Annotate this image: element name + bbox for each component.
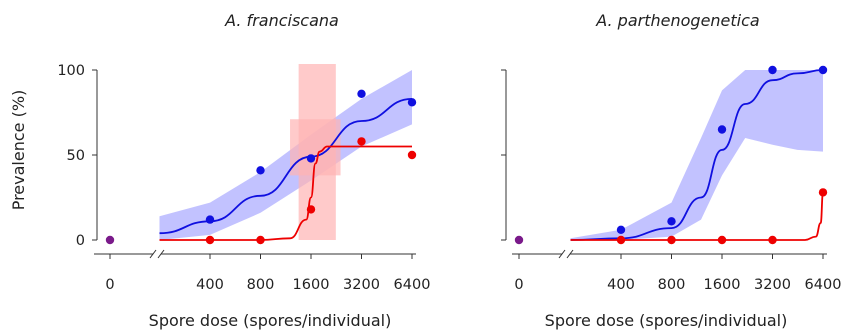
blue-data-point xyxy=(616,225,626,234)
x-tick-label: 800 xyxy=(247,277,275,293)
axis-break-mark xyxy=(149,249,157,259)
blue-data-point xyxy=(256,166,265,175)
axis-break-mark xyxy=(157,249,165,259)
x-tick-label: 6400 xyxy=(805,277,842,293)
x-axis-label: Spore dose (spores/individual) xyxy=(545,311,788,330)
red-data-point xyxy=(357,137,366,146)
x-tick-label: 800 xyxy=(658,277,686,293)
red-data-point xyxy=(407,150,417,160)
blue-confidence-band xyxy=(159,70,412,240)
blue-data-point xyxy=(407,98,417,107)
red-data-point xyxy=(667,235,676,245)
red-data-point xyxy=(306,205,316,214)
red-data-point xyxy=(717,235,727,245)
blue-data-point xyxy=(818,65,828,75)
y-axis-label: Prevalence (%) xyxy=(9,90,28,211)
red-fit-curve xyxy=(159,145,412,241)
axis-break-mark xyxy=(566,249,574,259)
x-tick-label: 3200 xyxy=(754,277,791,293)
blue-data-point xyxy=(667,217,676,226)
blue-data-point xyxy=(306,154,316,163)
x-tick-label: 0 xyxy=(105,277,114,293)
x-tick-label: 1600 xyxy=(704,277,741,293)
x-tick-label: 6400 xyxy=(394,277,431,293)
y-tick-label: 100 xyxy=(57,63,85,79)
chart-title: A. parthenogenetica xyxy=(595,11,759,30)
blue-fit-curve xyxy=(570,69,824,241)
chart-title: A. franciscana xyxy=(224,11,339,30)
blue-data-point xyxy=(205,215,215,224)
red-confidence-band xyxy=(290,119,341,176)
red-data-point xyxy=(818,188,828,197)
red-data-point xyxy=(616,235,626,245)
blue-data-point xyxy=(768,65,777,75)
axis-break-mark xyxy=(558,249,566,259)
red-data-point xyxy=(256,235,265,245)
x-tick-label: 1600 xyxy=(293,277,330,293)
x-tick-label: 3200 xyxy=(343,277,380,293)
panel-a-parthenogenetica: A. parthenogenetica 0 400 800 1600 3200 6400 Sp… xyxy=(501,11,841,330)
red-fit-curve xyxy=(570,191,824,241)
x-axis-label: Spore dose (spores/individual) xyxy=(149,311,392,330)
blue-data-point xyxy=(717,125,727,134)
x-tick-label: 400 xyxy=(196,277,224,293)
zero-dose-point xyxy=(514,235,524,245)
zero-dose-point xyxy=(105,235,115,245)
red-data-point xyxy=(205,235,215,245)
y-tick-label: 50 xyxy=(67,148,85,164)
x-tick-label: 0 xyxy=(514,277,523,293)
x-tick-label: 400 xyxy=(607,277,635,293)
y-tick-label: 0 xyxy=(76,233,85,249)
blue-data-point xyxy=(357,89,366,99)
panel-a-franciscana: A. franciscana 0 50 100 0 400 800 1600 3200 6400 S… xyxy=(9,11,430,330)
red-data-point xyxy=(768,235,777,245)
blue-confidence-band xyxy=(570,70,823,240)
